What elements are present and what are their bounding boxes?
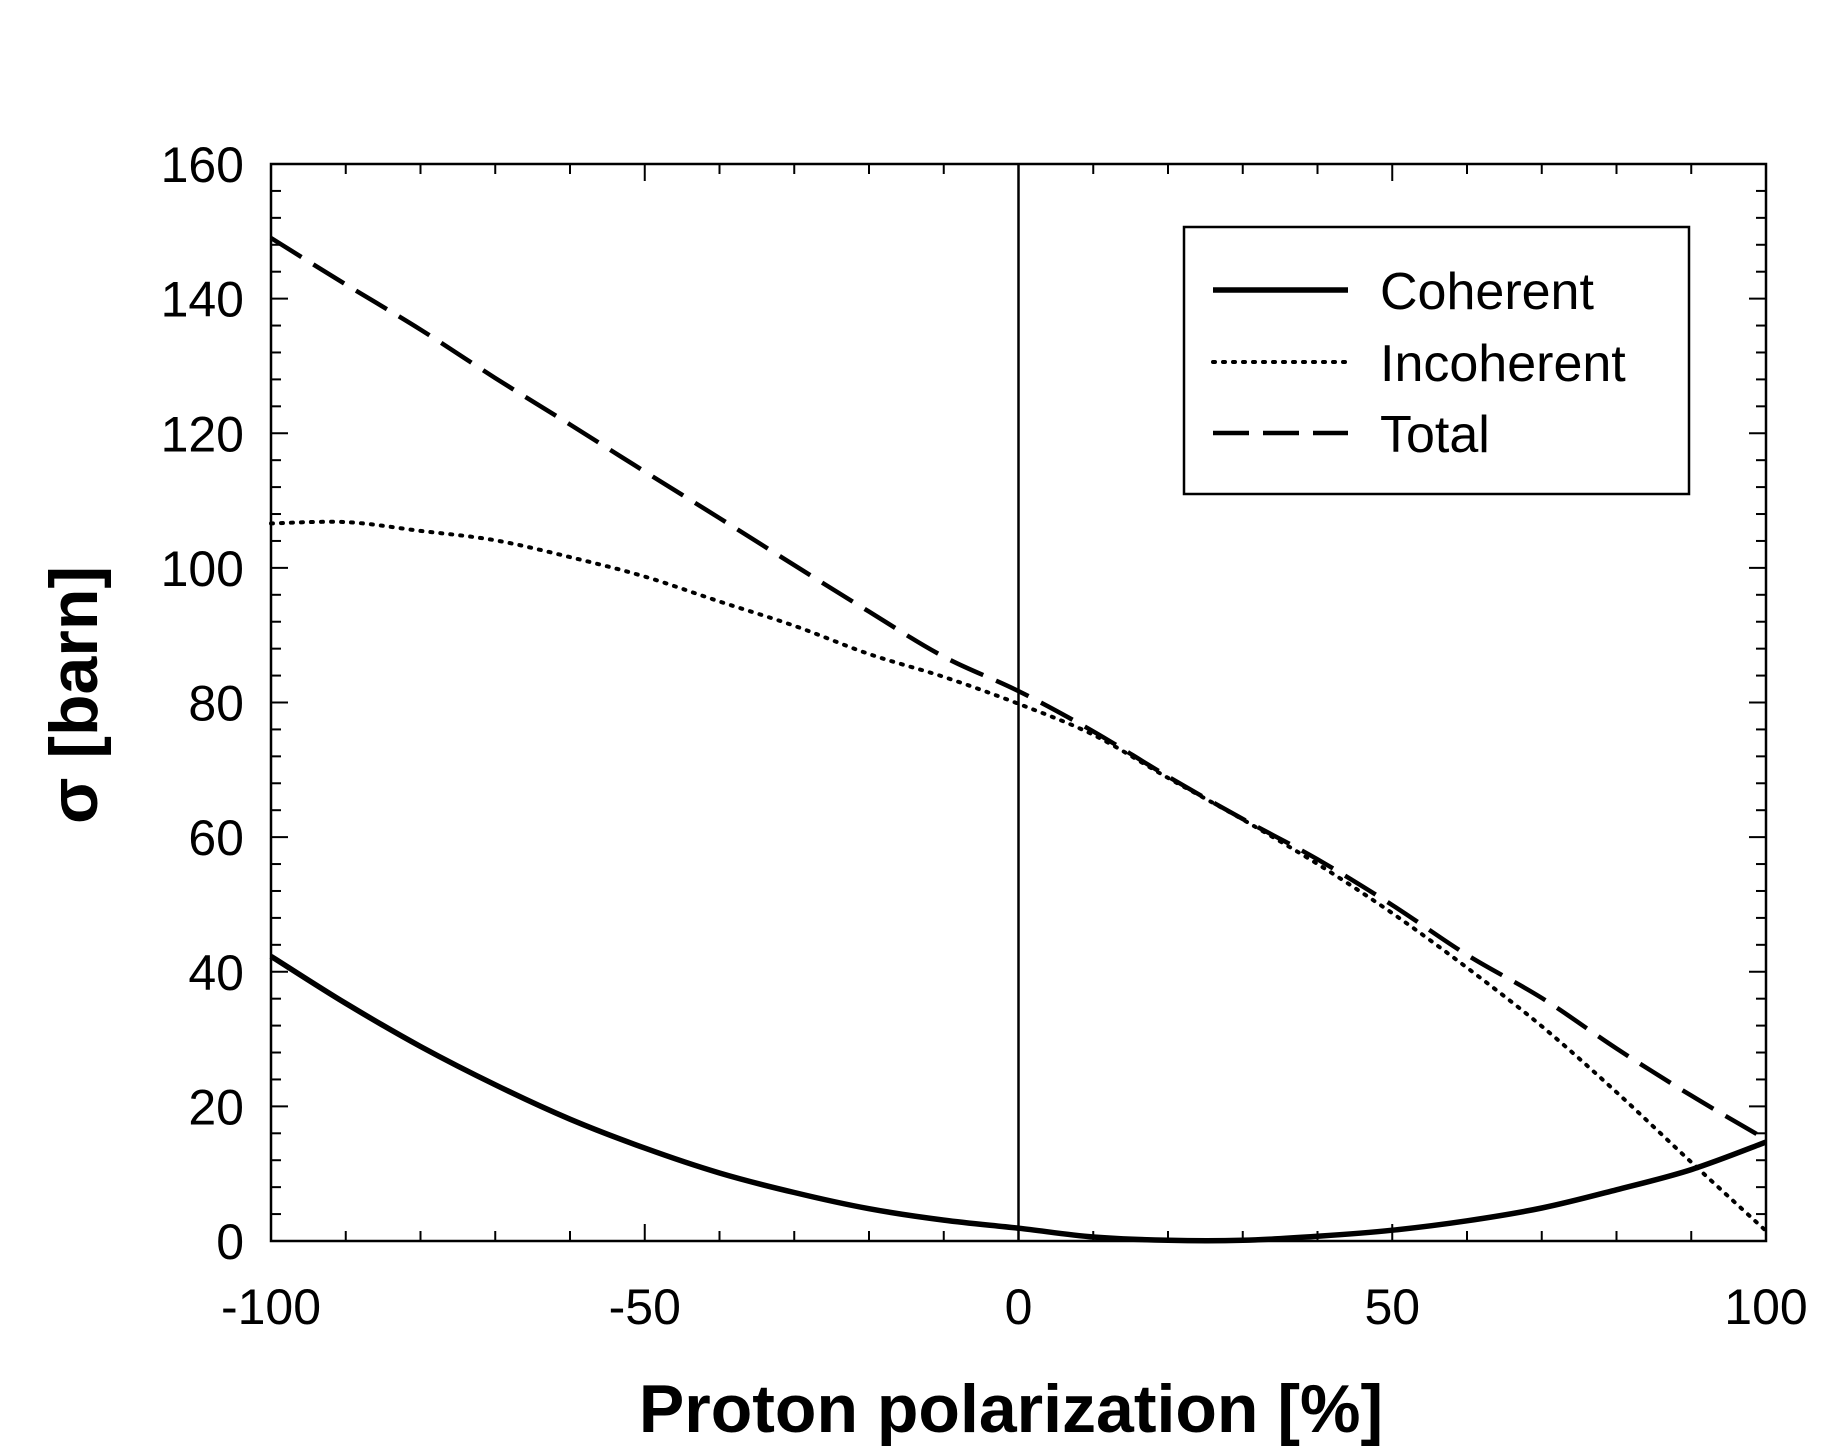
series-line-incoherent: [269, 519, 1768, 1233]
legend: Coherent Incoherent Total: [1182, 225, 1691, 496]
x-tick-label: 0: [1005, 1279, 1033, 1335]
axis-ticks: [270, 163, 1767, 1242]
legend-label-total: Total: [1380, 406, 1490, 464]
y-tick-label: 120: [161, 406, 244, 462]
x-tick-label: -100: [221, 1279, 321, 1335]
x-axis-title: Proton polarization [%]: [639, 1371, 1383, 1447]
y-tick-label: 40: [188, 945, 244, 1001]
x-tick-label: -50: [609, 1279, 681, 1335]
x-tick-label: 50: [1364, 1279, 1420, 1335]
legend-label-coherent: Coherent: [1380, 263, 1594, 321]
series-line-total: [269, 236, 1768, 1142]
series-group: [269, 236, 1768, 1244]
y-tick-label: 60: [188, 810, 244, 866]
legend-label-incoherent: Incoherent: [1380, 335, 1626, 393]
axis-tick-labels: -100 -50 0 50 100 0 20 40 60 80 100 120 140 160: [161, 137, 1808, 1335]
y-axis-title: σ [barn]: [36, 566, 112, 824]
plot-frame: [269, 162, 1768, 1243]
y-tick-label: 20: [188, 1079, 244, 1135]
x-tick-label: 100: [1724, 1279, 1807, 1335]
legend-box: [1182, 225, 1691, 496]
series-line-coherent: [269, 953, 1767, 1244]
y-tick-label: 160: [161, 137, 244, 193]
y-tick-label: 80: [188, 676, 244, 732]
y-tick-label: 0: [216, 1214, 244, 1270]
y-tick-label: 140: [161, 272, 244, 328]
y-tick-label: 100: [161, 541, 244, 597]
